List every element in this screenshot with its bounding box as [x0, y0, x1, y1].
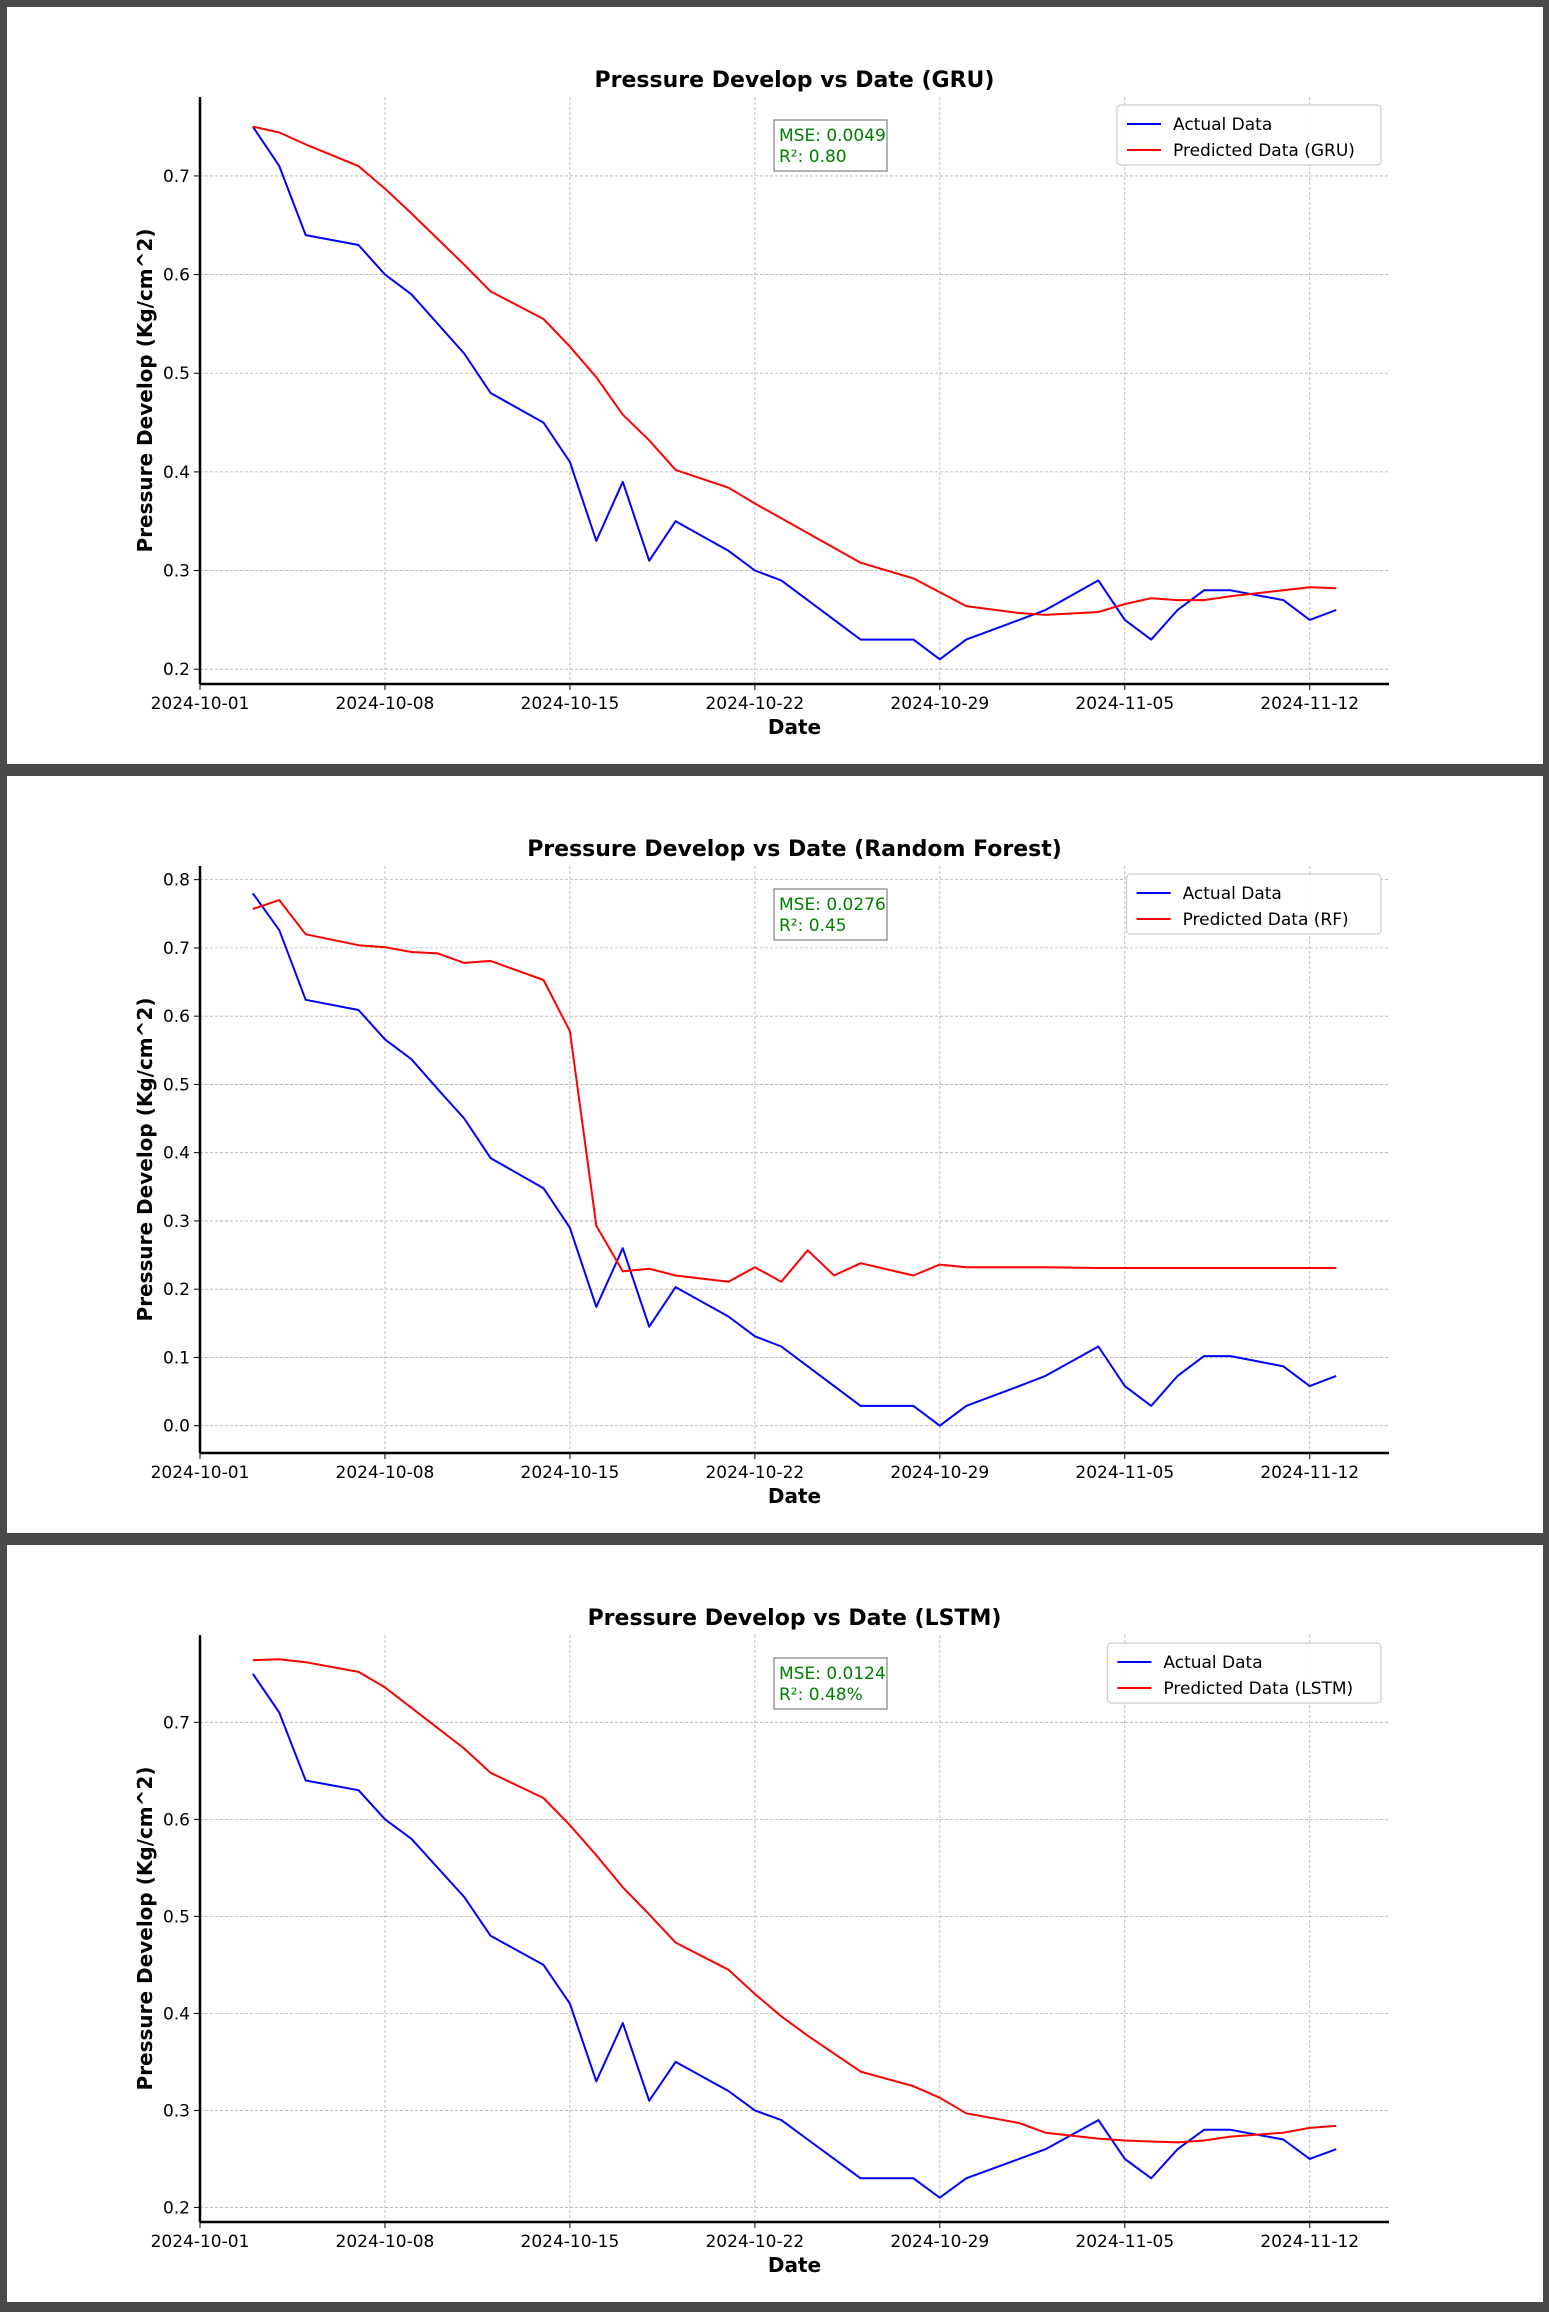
x-tick-label: 2024-10-08	[336, 694, 435, 714]
y-tick-label: 0.6	[163, 1810, 190, 1830]
x-axis-label: Date	[768, 2253, 821, 2277]
y-tick-label: 0.8	[163, 871, 190, 891]
chart-lstm: 2024-10-01 2024-10-08 2024-10-15 2024-10-22…	[133, 1606, 1389, 2277]
y-tick-label: 0.3	[163, 2101, 190, 2121]
x-tick-label: 2024-10-15	[521, 1463, 620, 1483]
legend	[1125, 873, 1382, 935]
y-tick-label: 0.5	[163, 1075, 190, 1095]
series-line-actual	[251, 126, 1337, 661]
chart-title: Pressure Develop vs Date (GRU)	[595, 68, 995, 93]
chart-random-forest: 2024-10-01 2024-10-08 2024-10-15 2024-10-22…	[133, 837, 1389, 1508]
x-tick-label: 2024-10-01	[151, 2232, 250, 2252]
y-tick-label: 0.1	[163, 1348, 190, 1368]
x-tick-label: 2024-11-05	[1075, 2232, 1174, 2252]
x-tick-label: 2024-11-12	[1260, 694, 1359, 714]
y-tick-label: 0.6	[163, 266, 190, 286]
y-tick-label: 0.4	[163, 1144, 190, 1164]
legend-label: Actual Data	[1183, 884, 1282, 904]
x-tick-label: 2024-10-01	[151, 1463, 250, 1483]
series-line-actual	[251, 892, 1337, 1427]
metric-text: R²: 0.80	[779, 147, 847, 167]
y-tick-label: 0.0	[163, 1417, 190, 1437]
x-tick-label: 2024-10-29	[890, 1463, 989, 1483]
legend	[1116, 104, 1382, 166]
series-line-predicted	[252, 125, 1337, 616]
x-axis-label: Date	[768, 1484, 821, 1508]
legend-label: Predicted Data (RF)	[1183, 910, 1349, 930]
x-tick-label: 2024-11-12	[1260, 2232, 1359, 2252]
y-tick-label: 0.7	[163, 939, 190, 959]
chart-panel-lstm: 2024-10-01 2024-10-08 2024-10-15 2024-10-22…	[7, 1545, 1543, 2302]
y-tick-label: 0.5	[163, 364, 190, 384]
chart-title: Pressure Develop vs Date (LSTM)	[588, 1606, 1002, 1631]
series-line-predicted	[252, 1658, 1337, 2144]
metrics-box	[773, 1657, 888, 1710]
x-tick-label: 2024-10-22	[705, 2232, 804, 2252]
legend-label: Actual Data	[1163, 1653, 1262, 1673]
metric-text: MSE: 0.0124	[779, 1664, 886, 1684]
x-tick-label: 2024-10-08	[336, 1463, 435, 1483]
metric-text: R²: 0.45	[779, 916, 847, 936]
chart-gru: 2024-10-01 2024-10-08 2024-10-15 2024-10-22…	[133, 68, 1389, 739]
legend-label: Predicted Data (LSTM)	[1163, 1679, 1353, 1699]
metric-text: R²: 0.48%	[779, 1685, 863, 1705]
y-tick-label: 0.5	[163, 1907, 190, 1927]
y-tick-label: 0.7	[163, 1713, 190, 1733]
y-tick-label: 0.3	[163, 562, 190, 582]
chart-panel-random-forest: 2024-10-01 2024-10-08 2024-10-15 2024-10-22…	[7, 776, 1543, 1533]
x-tick-label: 2024-11-05	[1075, 1463, 1174, 1483]
y-tick-label: 0.4	[163, 463, 190, 483]
x-tick-label: 2024-10-29	[890, 694, 989, 714]
x-tick-label: 2024-11-12	[1260, 1463, 1359, 1483]
y-tick-label: 0.7	[163, 167, 190, 187]
x-tick-label: 2024-10-22	[705, 1463, 804, 1483]
series-line-actual	[251, 1673, 1337, 2199]
y-tick-label: 0.2	[163, 1280, 190, 1300]
legend-label: Predicted Data (GRU)	[1173, 141, 1355, 161]
x-tick-label: 2024-10-15	[521, 694, 620, 714]
metrics-box	[773, 888, 888, 941]
y-tick-label: 0.2	[163, 660, 190, 680]
metric-text: MSE: 0.0049	[779, 126, 886, 146]
y-tick-label: 0.3	[163, 1212, 190, 1232]
y-axis-label: Pressure Develop (Kg/cm^2)	[133, 229, 157, 553]
x-tick-label: 2024-10-01	[151, 694, 250, 714]
legend-label: Actual Data	[1173, 115, 1272, 135]
x-tick-label: 2024-10-29	[890, 2232, 989, 2252]
x-tick-label: 2024-10-15	[521, 2232, 620, 2252]
x-axis-label: Date	[768, 715, 821, 739]
y-tick-label: 0.6	[163, 1007, 190, 1027]
chart-title: Pressure Develop vs Date (Random Forest)	[527, 837, 1062, 862]
metrics-box	[773, 119, 888, 172]
legend	[1106, 1642, 1382, 1704]
metric-text: MSE: 0.0276	[779, 895, 886, 915]
x-tick-label: 2024-10-22	[705, 694, 804, 714]
y-tick-label: 0.2	[163, 2198, 190, 2218]
x-tick-label: 2024-11-05	[1075, 694, 1174, 714]
y-axis-label: Pressure Develop (Kg/cm^2)	[133, 998, 157, 1322]
y-axis-label: Pressure Develop (Kg/cm^2)	[133, 1767, 157, 2091]
series-line-predicted	[252, 899, 1337, 1283]
y-tick-label: 0.4	[163, 2004, 190, 2024]
chart-panel-gru: 2024-10-01 2024-10-08 2024-10-15 2024-10-22…	[7, 7, 1543, 764]
x-tick-label: 2024-10-08	[336, 2232, 435, 2252]
